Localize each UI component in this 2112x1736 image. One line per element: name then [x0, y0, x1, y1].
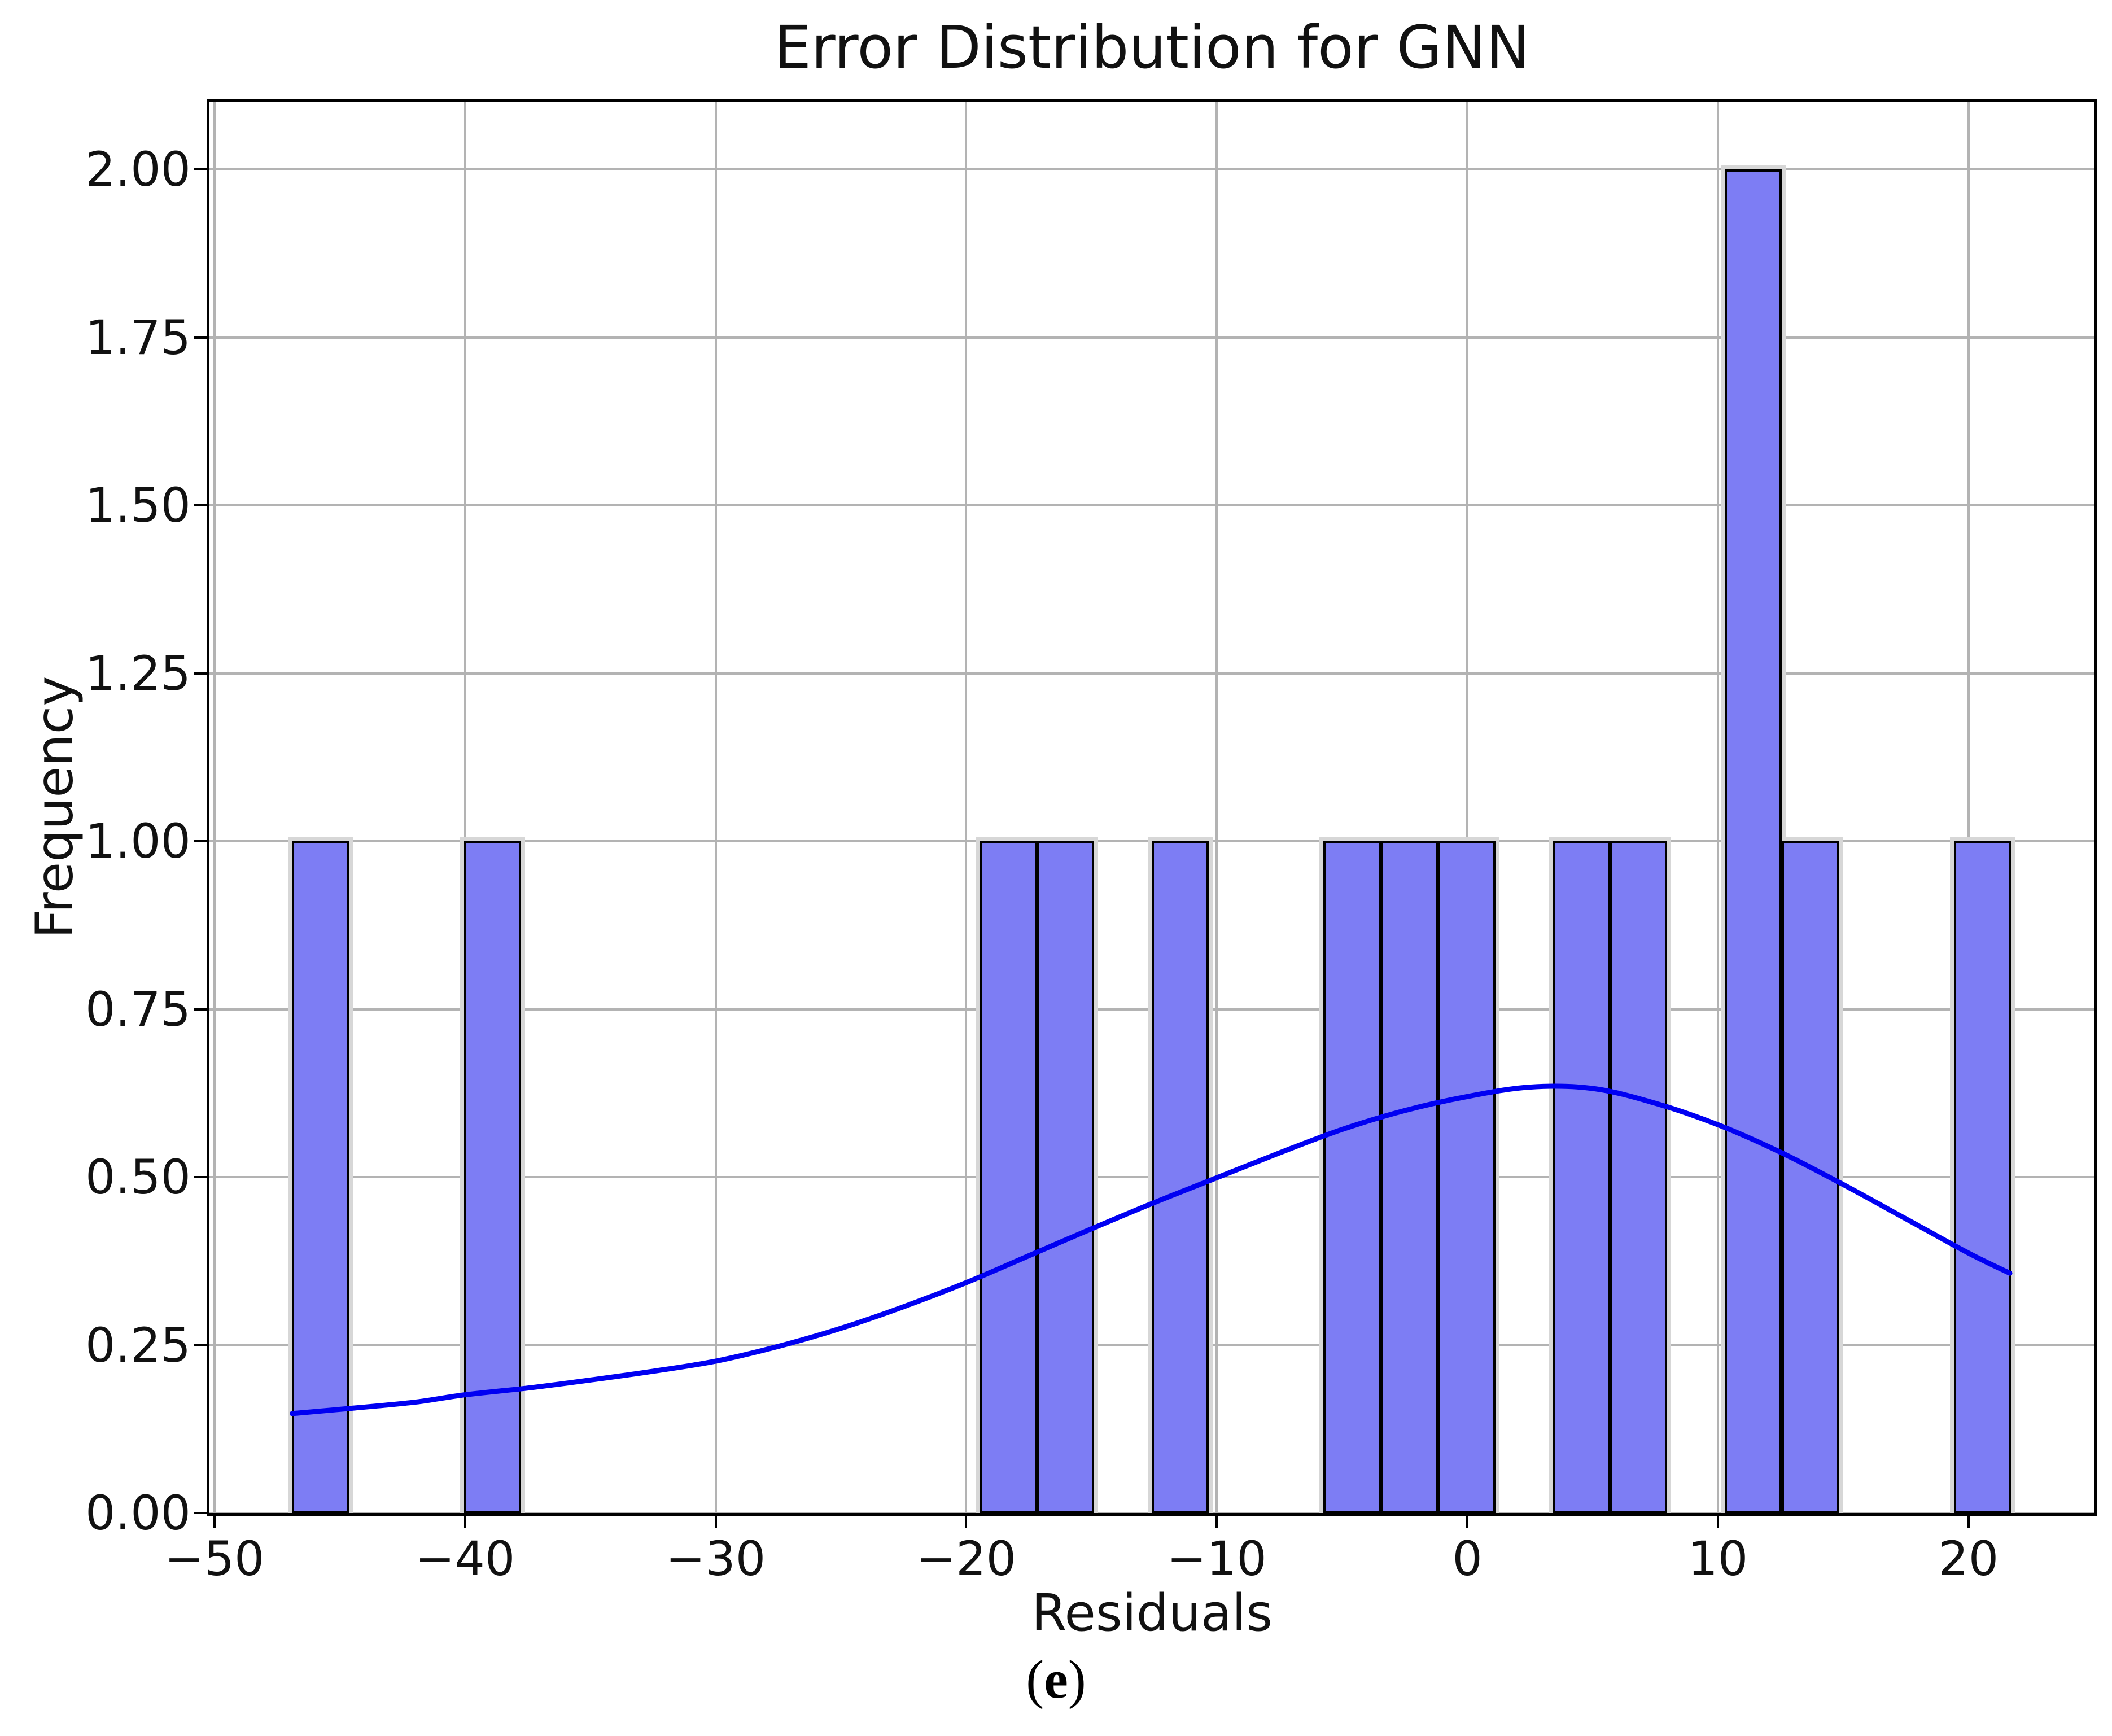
y-tick-label: 1.00 [85, 814, 191, 869]
y-axis-label: Frequency [25, 676, 85, 939]
histogram-bar [1724, 169, 1782, 1513]
histogram-bar [980, 841, 1037, 1513]
y-tick-label: 1.75 [85, 309, 191, 365]
y-gridline [209, 336, 2094, 339]
x-axis-label: Residuals [1031, 1584, 1273, 1643]
x-gridline [1215, 102, 1218, 1513]
x-tick-mark [463, 1516, 466, 1528]
histogram-bar [1151, 841, 1209, 1513]
kde-curve-svg [290, 1083, 2013, 1416]
x-tick-mark [714, 1516, 717, 1528]
x-gridline [1716, 102, 1719, 1513]
x-tick-label: −50 [164, 1531, 265, 1586]
y-tick-mark [194, 168, 207, 171]
x-gridline [213, 102, 216, 1513]
histogram-bar [1037, 841, 1095, 1513]
histogram-bar [1323, 841, 1381, 1513]
y-tick-label: 0.25 [85, 1317, 191, 1373]
x-gridline [463, 102, 466, 1513]
y-tick-mark [194, 672, 207, 675]
kde-curve [290, 1083, 2013, 1416]
x-tick-label: 10 [1687, 1531, 1748, 1586]
y-tick-label: 1.25 [85, 645, 191, 701]
y-tick-mark [194, 1344, 207, 1346]
y-tick-label: 0.00 [85, 1485, 191, 1541]
x-tick-label: −20 [916, 1531, 1017, 1586]
y-gridline [209, 672, 2094, 675]
caption-open-paren: ( [1026, 1649, 1044, 1709]
x-tick-label: 20 [1938, 1531, 1999, 1586]
x-gridline [965, 102, 968, 1513]
x-tick-label: −40 [415, 1531, 515, 1586]
histogram-bar [1610, 841, 1668, 1513]
caption-close-paren: ) [1068, 1649, 1086, 1709]
x-gridline [1466, 102, 1469, 1513]
y-tick-mark [194, 1008, 207, 1011]
y-tick-label: 0.50 [85, 1149, 191, 1205]
x-tick-mark [1967, 1516, 1970, 1528]
y-gridline [209, 168, 2094, 171]
histogram-bar [1953, 841, 2012, 1513]
y-tick-label: 0.75 [85, 981, 191, 1037]
x-gridline [1967, 102, 1970, 1513]
histogram-bar [1438, 841, 1496, 1513]
chart-title: Error Distribution for GNN [774, 13, 1530, 82]
y-tick-label: 2.00 [85, 142, 191, 198]
x-tick-mark [1716, 1516, 1719, 1528]
x-tick-mark [1215, 1516, 1218, 1528]
y-tick-mark [194, 1176, 207, 1179]
x-tick-label: 0 [1452, 1531, 1483, 1586]
histogram-bar [292, 841, 349, 1513]
x-tick-label: −30 [665, 1531, 766, 1586]
histogram-bar [463, 841, 522, 1513]
x-tick-mark [213, 1516, 216, 1528]
histogram-bar [1380, 841, 1438, 1513]
x-gridline [714, 102, 717, 1513]
x-tick-mark [1466, 1516, 1469, 1528]
histogram-bar [1553, 841, 1610, 1513]
y-tick-mark [194, 840, 207, 843]
y-tick-mark [194, 336, 207, 339]
y-tick-mark [194, 1512, 207, 1514]
y-gridline [209, 504, 2094, 507]
x-tick-mark [965, 1516, 968, 1528]
x-tick-label: −10 [1166, 1531, 1267, 1586]
y-tick-label: 1.50 [85, 478, 191, 534]
plot-area [209, 102, 2094, 1513]
y-tick-mark [194, 504, 207, 507]
subfigure-caption: (e) [0, 1646, 2112, 1713]
caption-letter: e [1044, 1649, 1068, 1709]
